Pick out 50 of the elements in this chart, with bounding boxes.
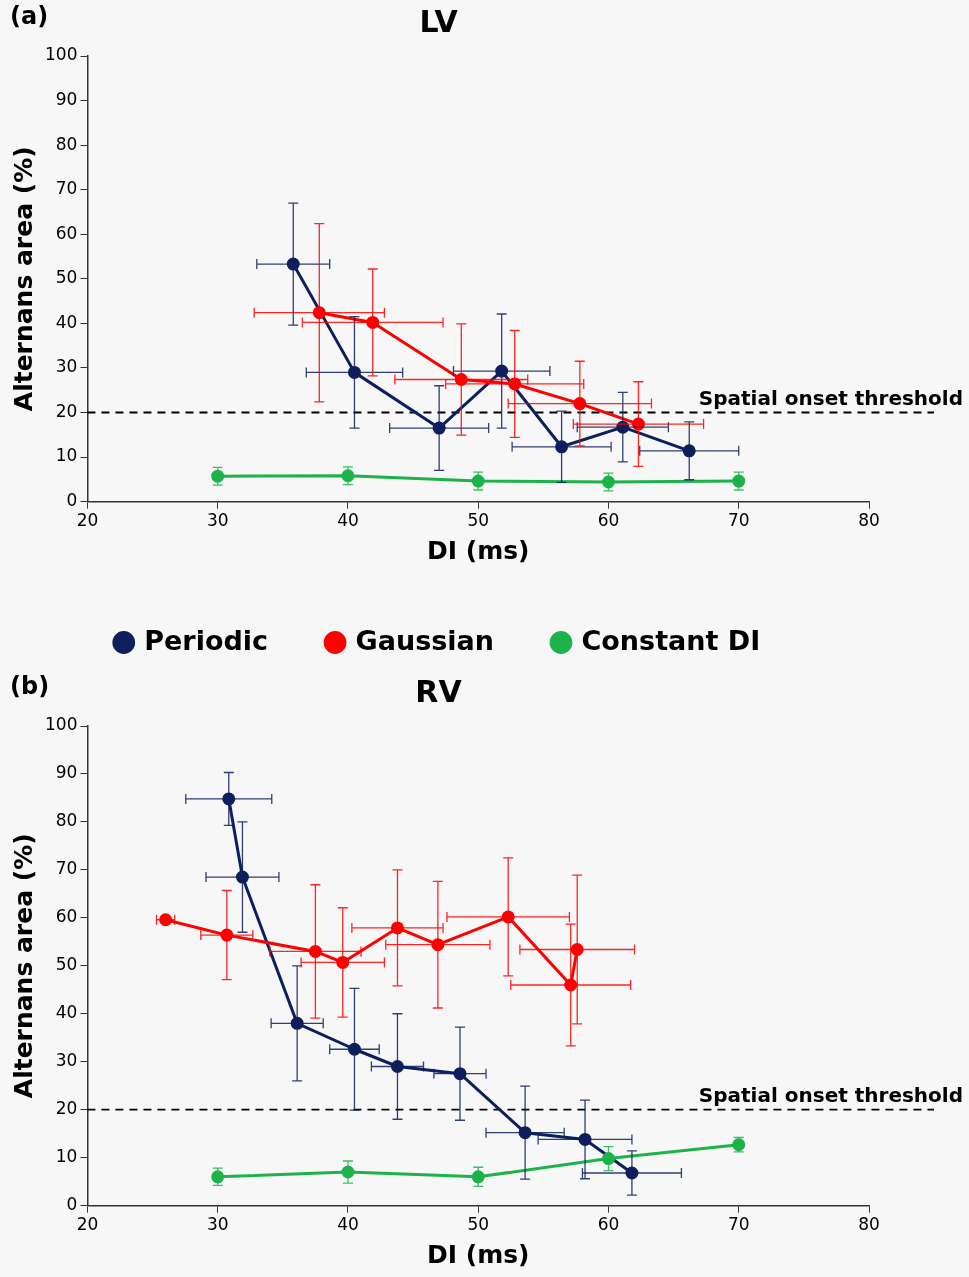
legend-label: Constant DI — [581, 624, 761, 656]
y-tick-label: 40 — [55, 311, 78, 332]
x-tick-label: 50 — [467, 1214, 490, 1235]
point — [159, 913, 173, 927]
y-tick-label: 70 — [55, 178, 78, 199]
x-tick-label: 70 — [727, 1214, 750, 1235]
x-tick-label: 80 — [858, 510, 880, 531]
x-axis-title: DI (ms) — [426, 535, 530, 565]
y-tick-label: 100 — [44, 44, 78, 65]
y-tick-label: 90 — [55, 88, 78, 109]
text: (a) — [10, 2, 49, 31]
y-tick-label: 20 — [55, 1098, 78, 1119]
point — [471, 1170, 485, 1184]
y-tick-label: 20 — [55, 400, 78, 421]
y-tick-label: 70 — [55, 858, 78, 879]
x-tick-label: 80 — [858, 1214, 880, 1235]
legend-label: Periodic — [144, 624, 269, 656]
y-axis-title: Alternans area (%) — [8, 833, 38, 1099]
point — [601, 1152, 615, 1166]
x-tick-label: 60 — [597, 510, 620, 531]
y-tick-label: 40 — [55, 1002, 78, 1023]
x-tick-label: 30 — [206, 1214, 229, 1235]
x-tick-label: 40 — [337, 1214, 359, 1235]
x-tick-label: 70 — [727, 510, 750, 531]
chart-title: LV — [419, 3, 459, 39]
x-tick-label: 60 — [597, 1214, 620, 1235]
y-tick-label: 0 — [66, 1194, 78, 1215]
x-tick-label: 40 — [337, 510, 359, 531]
y-tick-label: 30 — [55, 356, 78, 377]
y-tick-label: 0 — [66, 490, 78, 511]
y-tick-label: 60 — [55, 906, 78, 927]
ref-line-label: Spatial onset threshold — [698, 1082, 963, 1107]
y-tick-label: 100 — [44, 714, 78, 735]
legend-label: Gaussian — [355, 624, 494, 656]
y-axis-title: Alternans area (%) — [8, 146, 38, 412]
y-tick-label: 10 — [55, 445, 78, 466]
y-tick-label: 90 — [55, 762, 78, 783]
y-tick-label: 80 — [55, 133, 78, 154]
y-tick-label: 50 — [55, 267, 78, 288]
y-tick-label: 50 — [55, 954, 78, 975]
y-tick-label: 80 — [55, 810, 78, 831]
text: (b) — [10, 672, 50, 701]
x-tick-label: 50 — [467, 510, 490, 531]
x-tick-label: 30 — [206, 510, 229, 531]
y-tick-label: 30 — [55, 1050, 78, 1071]
chart-title: RV — [415, 673, 463, 709]
x-axis-title: DI (ms) — [426, 1239, 530, 1269]
y-tick-label: 60 — [55, 222, 78, 243]
ref-line-label: Spatial onset threshold — [698, 385, 963, 410]
y-tick-label: 10 — [55, 1146, 78, 1167]
